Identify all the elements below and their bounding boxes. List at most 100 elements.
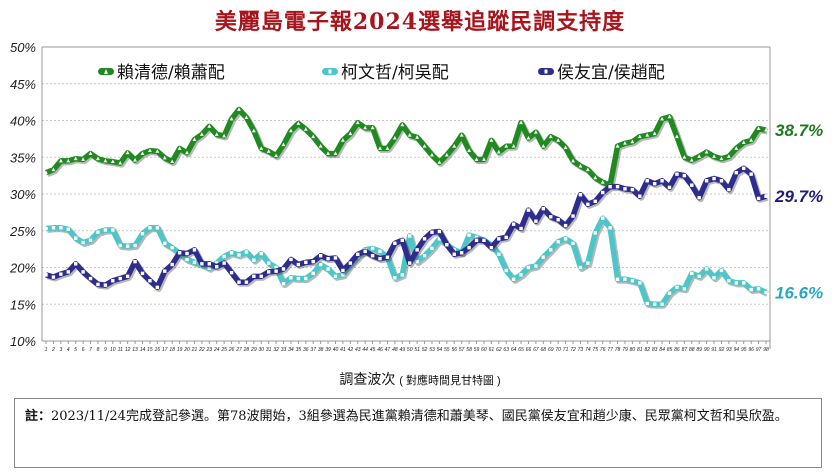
data-point — [378, 146, 382, 150]
data-point — [66, 158, 71, 163]
x-tick-label: 36 — [303, 347, 309, 353]
data-point — [593, 231, 597, 235]
data-point — [437, 229, 442, 234]
data-point — [712, 176, 716, 181]
data-point — [304, 260, 308, 265]
data-point — [170, 262, 174, 267]
data-point — [229, 270, 234, 275]
x-tick-label: 69 — [548, 347, 554, 353]
data-point — [400, 273, 404, 277]
x-tick-label: 79 — [622, 347, 628, 353]
data-point — [148, 279, 152, 283]
data-point — [318, 254, 323, 258]
data-point — [385, 146, 390, 150]
footnote-prefix: 註： — [25, 408, 52, 423]
x-tick-label: 97 — [756, 347, 762, 353]
data-point — [192, 260, 197, 265]
data-point — [51, 275, 56, 279]
data-point — [73, 262, 78, 266]
x-tick-label: 62 — [496, 347, 502, 353]
data-point — [467, 233, 471, 237]
data-point — [615, 184, 620, 189]
data-point — [244, 280, 249, 284]
data-point — [519, 120, 523, 125]
data-point — [563, 237, 568, 241]
x-tick-label: 45 — [370, 347, 376, 353]
data-point — [266, 261, 271, 265]
data-point — [638, 194, 642, 198]
data-point — [497, 252, 501, 256]
x-axis-title: 調查波次 ( 對應時間見甘特圖 ) — [0, 369, 840, 389]
x-tick-label: 34 — [288, 347, 294, 353]
data-point — [259, 146, 264, 150]
x-tick-label: 89 — [696, 347, 702, 353]
x-tick-label: 23 — [206, 347, 213, 353]
x-tick-label: 73 — [578, 347, 584, 353]
x-tick-label: 16 — [155, 347, 161, 353]
x-tick-label: 27 — [235, 347, 242, 353]
data-point — [667, 114, 672, 119]
x-tick-label: 42 — [348, 347, 354, 353]
x-tick-label: 24 — [213, 347, 220, 353]
data-point — [355, 120, 360, 125]
data-point — [81, 240, 85, 245]
data-point — [682, 173, 687, 178]
data-point — [489, 245, 494, 250]
data-point — [59, 272, 63, 276]
data-point — [73, 236, 78, 240]
data-point — [125, 150, 130, 155]
data-point — [385, 255, 390, 259]
data-point — [526, 265, 531, 270]
x-tick-label: 20 — [183, 347, 190, 353]
x-tick-label: 84 — [659, 347, 665, 353]
data-point — [697, 274, 701, 279]
data-point — [185, 251, 189, 256]
data-point — [199, 132, 204, 136]
data-point — [333, 151, 338, 155]
x-tick-label: 33 — [281, 347, 287, 353]
data-point — [682, 155, 687, 159]
x-tick-label: 87 — [682, 347, 688, 353]
data-point — [66, 227, 70, 231]
x-tick-label: 92 — [719, 347, 725, 353]
data-point — [734, 170, 739, 175]
x-tick-label: 74 — [585, 347, 591, 353]
data-point — [155, 149, 160, 153]
data-point — [556, 218, 560, 222]
x-tick-label: 25 — [220, 347, 227, 353]
legend-label: 賴清德/賴蕭配 — [117, 63, 225, 83]
data-point — [222, 254, 226, 259]
data-point — [578, 265, 583, 270]
data-point — [348, 131, 353, 136]
data-point — [601, 190, 605, 195]
x-tick-label: 39 — [325, 347, 331, 353]
data-point — [645, 179, 649, 183]
x-tick-label: 60 — [481, 347, 487, 353]
data-point — [563, 223, 568, 228]
data-point — [541, 144, 546, 148]
data-point — [177, 146, 182, 150]
data-point — [289, 276, 293, 280]
data-point — [51, 226, 56, 230]
data-point — [459, 251, 464, 255]
data-point — [311, 134, 316, 139]
x-tick-label: 29 — [250, 347, 257, 353]
data-point — [44, 170, 48, 175]
data-point — [526, 135, 531, 140]
end-value-label: 16.6% — [775, 283, 823, 302]
x-tick-label: 21 — [191, 347, 198, 353]
x-tick-label: 31 — [266, 347, 272, 353]
x-tick-label: 51 — [414, 347, 420, 353]
data-point — [170, 245, 174, 250]
x-tick-label: 57 — [459, 347, 465, 353]
data-point — [408, 261, 412, 265]
data-point — [378, 256, 382, 261]
data-point — [415, 248, 419, 252]
data-point — [727, 279, 731, 283]
x-tick-label: 58 — [466, 347, 472, 353]
x-tick-label: 43 — [355, 347, 361, 353]
data-point — [244, 115, 249, 119]
data-point — [333, 274, 338, 279]
data-point — [363, 125, 368, 130]
data-point — [667, 185, 672, 190]
